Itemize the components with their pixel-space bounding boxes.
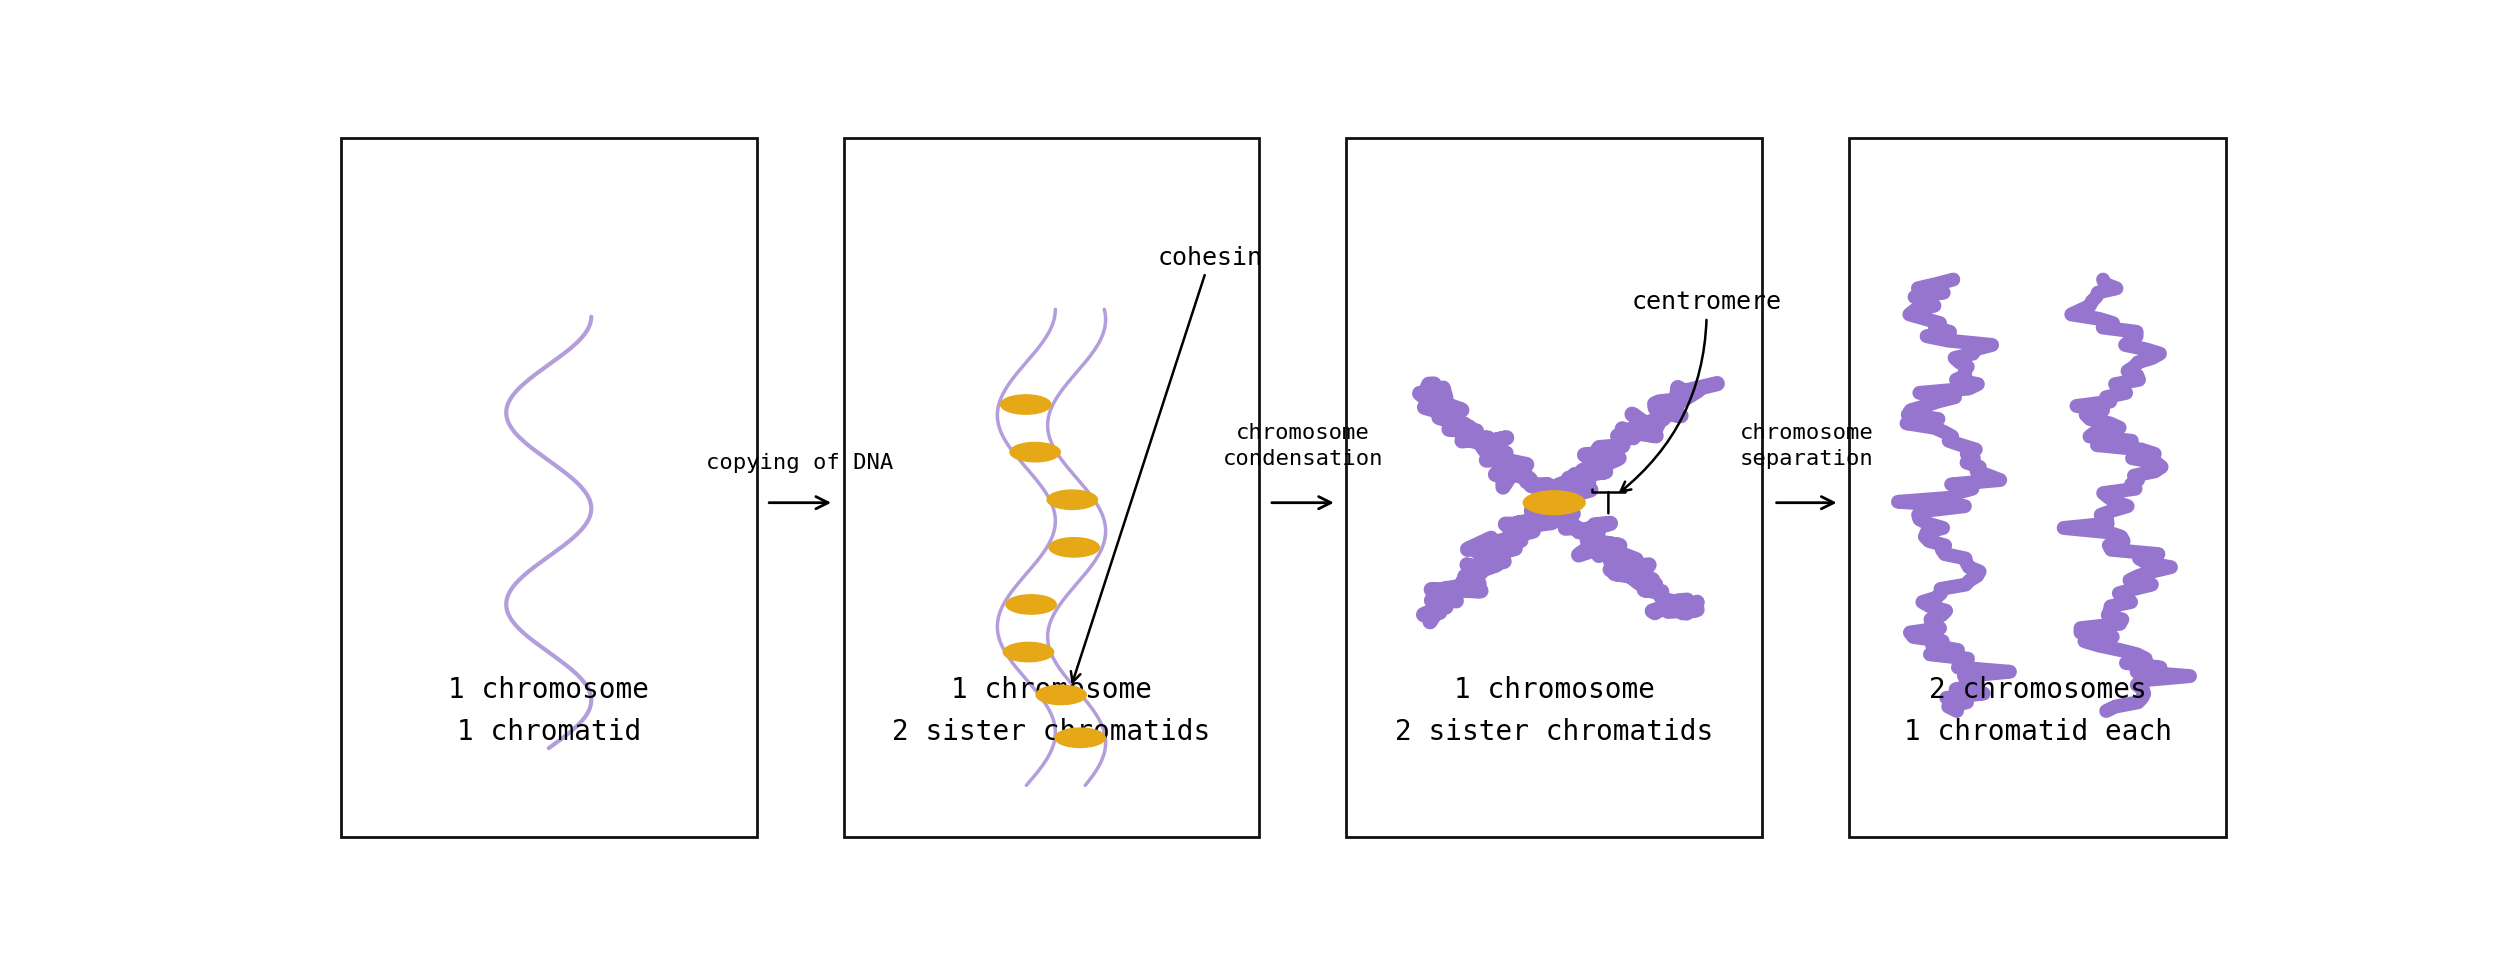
Text: copying of DNA: copying of DNA <box>706 453 893 473</box>
Bar <box>843 138 1260 838</box>
Circle shape <box>1005 595 1055 614</box>
Circle shape <box>1035 685 1085 704</box>
Text: 1 chromosome
2 sister chromatids: 1 chromosome 2 sister chromatids <box>1395 676 1714 746</box>
Text: 2 chromosomes
1 chromatid each: 2 chromosomes 1 chromatid each <box>1904 676 2171 746</box>
Circle shape <box>1000 395 1050 414</box>
Circle shape <box>1055 728 1105 748</box>
Text: centromere: centromere <box>1619 291 1781 492</box>
Circle shape <box>1048 538 1100 557</box>
Circle shape <box>1048 490 1098 509</box>
Circle shape <box>1003 642 1053 662</box>
Bar <box>1849 138 2226 838</box>
Bar <box>1347 138 1761 838</box>
Text: 1 chromosome
1 chromatid: 1 chromosome 1 chromatid <box>449 676 649 746</box>
Bar <box>342 138 756 838</box>
Circle shape <box>1010 442 1060 462</box>
Text: chromosome
condensation: chromosome condensation <box>1223 423 1382 469</box>
Text: cohesin: cohesin <box>1070 245 1262 682</box>
Text: chromosome
separation: chromosome separation <box>1739 423 1874 469</box>
Text: 1 chromosome
2 sister chromatids: 1 chromosome 2 sister chromatids <box>893 676 1210 746</box>
Circle shape <box>1524 491 1584 515</box>
